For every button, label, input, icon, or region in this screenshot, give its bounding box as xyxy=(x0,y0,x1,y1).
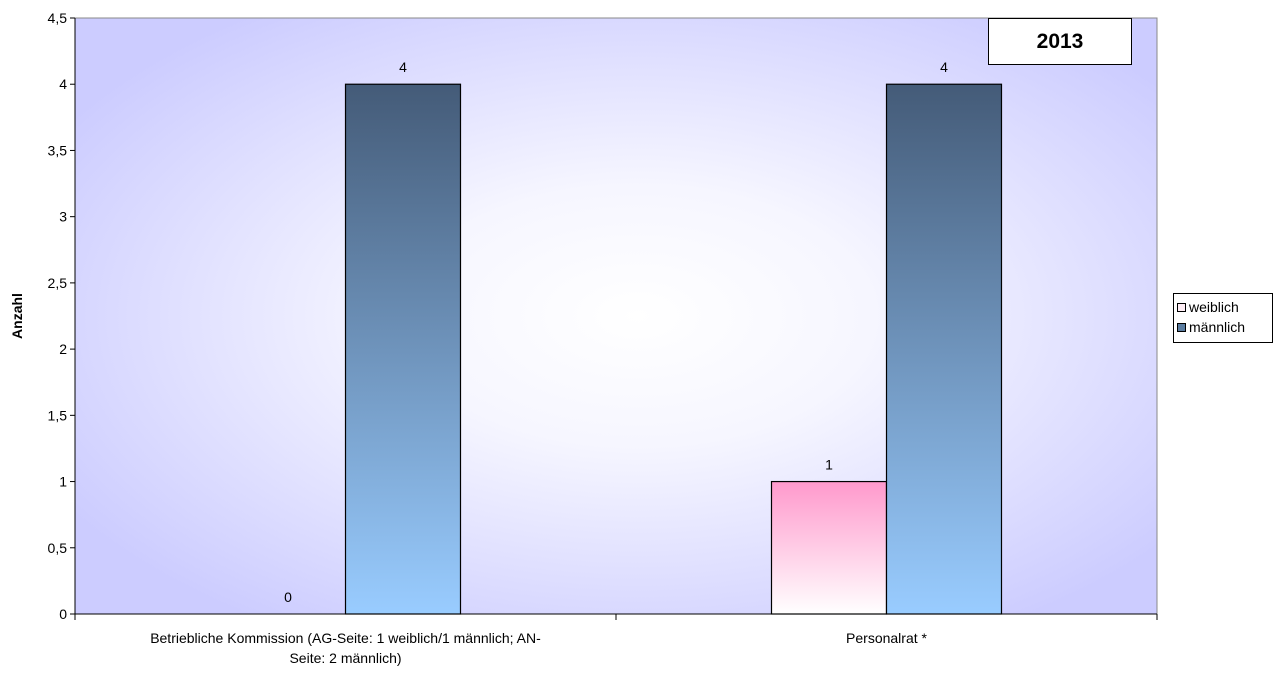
legend-swatch-maennlich xyxy=(1177,322,1186,332)
y-tick-label: 3 xyxy=(59,209,67,225)
x-category-label-line: Personalrat * xyxy=(846,630,927,646)
y-axis-title: Anzahl xyxy=(9,293,25,339)
y-tick-label: 1 xyxy=(59,474,67,490)
data-label-männlich-1: 4 xyxy=(940,59,948,75)
legend: weiblich männlich xyxy=(1173,293,1273,343)
legend-swatch-weiblich xyxy=(1177,302,1186,312)
y-tick-label: 2,5 xyxy=(48,275,68,291)
legend-label-weiblich: weiblich xyxy=(1189,299,1239,315)
y-tick-label: 3,5 xyxy=(48,142,68,158)
x-category-label-0: Betriebliche Kommission (AG-Seite: 1 wei… xyxy=(66,628,626,668)
legend-item-weiblich: weiblich xyxy=(1177,297,1272,317)
y-tick-label: 4,5 xyxy=(48,10,68,26)
y-tick-label: 4 xyxy=(59,76,67,92)
y-tick-label: 0,5 xyxy=(48,540,68,556)
bar-männlich-0 xyxy=(344,83,462,615)
data-label-männlich-0: 4 xyxy=(399,59,407,75)
y-tick-label: 0 xyxy=(59,606,67,622)
x-category-label-line: Betriebliche Kommission (AG-Seite: 1 wei… xyxy=(150,630,541,646)
bar-weiblich-1 xyxy=(770,480,888,615)
legend-label-maennlich: männlich xyxy=(1189,319,1246,335)
x-category-label-line: Seite: 2 männlich) xyxy=(289,650,402,666)
x-category-label-1: Personalrat * xyxy=(607,628,1167,648)
year-label-box: 2013 xyxy=(988,18,1132,65)
data-label-weiblich-1: 1 xyxy=(825,457,833,473)
year-label: 2013 xyxy=(1036,29,1084,53)
y-tick-label: 1,5 xyxy=(48,407,68,423)
data-label-weiblich-0: 0 xyxy=(284,589,292,605)
legend-item-maennlich: männlich xyxy=(1177,317,1272,337)
bar-männlich-1 xyxy=(885,83,1003,615)
y-tick-label: 2 xyxy=(59,341,67,357)
